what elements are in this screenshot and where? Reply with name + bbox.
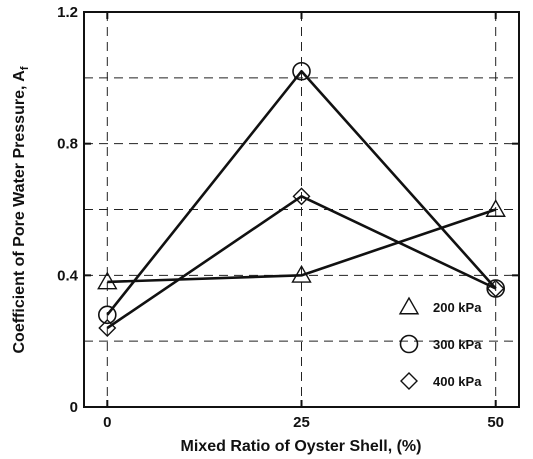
legend-marker-400-kpa bbox=[400, 372, 418, 390]
chart-marks bbox=[97, 61, 506, 337]
x-axis-title: Mixed Ratio of Oyster Shell, (%) bbox=[181, 438, 422, 455]
y-axis-title: Coefficient of Pore Water Pressure, Af bbox=[11, 66, 31, 353]
legend-label-400-kpa: 400 kPa bbox=[433, 374, 482, 389]
data-point-200-kpa bbox=[97, 271, 118, 290]
series-line-400-kpa bbox=[106, 195, 497, 330]
y-tick-label: 0.4 bbox=[57, 267, 79, 284]
data-point-200-kpa bbox=[485, 199, 506, 217]
legend-label-200-kpa: 200 kPa bbox=[433, 300, 482, 315]
data-point-300-kpa bbox=[292, 61, 311, 81]
legend-marker-300-kpa bbox=[399, 334, 419, 354]
legend-label-300-kpa: 300 kPa bbox=[433, 337, 482, 352]
data-point-400-kpa bbox=[292, 187, 311, 206]
series-line-300-kpa bbox=[106, 69, 497, 316]
y-tick-label: 0 bbox=[70, 399, 78, 416]
data-point-400-kpa bbox=[486, 279, 505, 298]
series-line-200-kpa bbox=[107, 208, 497, 284]
data-point-200-kpa bbox=[291, 264, 312, 283]
y-axis-title-subscript: f bbox=[19, 66, 31, 70]
data-point-400-kpa bbox=[98, 319, 117, 337]
legend: 200 kPa 300 kPa 400 kPa bbox=[398, 296, 482, 390]
x-tick-label: 0 bbox=[103, 414, 111, 431]
axis-ticks: 0 0.4 0.8 1.2 0 25 50 bbox=[57, 4, 519, 431]
legend-marker-200-kpa bbox=[398, 296, 420, 315]
x-tick-label: 50 bbox=[487, 414, 504, 431]
y-axis-title-main: Coefficient of Pore Water Pressure, A bbox=[11, 70, 28, 354]
y-tick-label: 0.8 bbox=[57, 136, 78, 153]
x-tick-label: 25 bbox=[293, 414, 310, 431]
y-tick-label: 1.2 bbox=[57, 4, 78, 21]
data-point-300-kpa bbox=[98, 305, 117, 325]
